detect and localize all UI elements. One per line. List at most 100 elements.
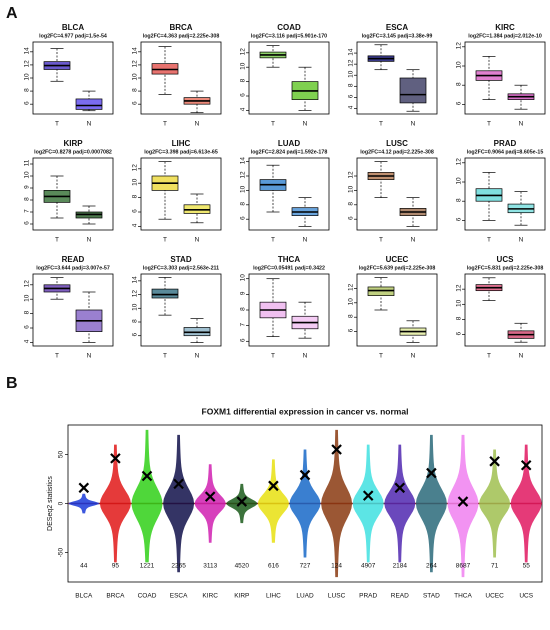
rank-label: 4907 (361, 563, 376, 570)
y-tick-label: 14 (132, 276, 139, 284)
y-tick-label: 12 (456, 158, 463, 166)
y-tick-label: 7 (240, 322, 247, 326)
plot-frame (464, 157, 546, 231)
y-tick-label: 50 (58, 450, 65, 458)
y-tick-label: 12 (456, 42, 463, 50)
x-tick-label: T (379, 121, 383, 128)
y-tick-label: 8 (240, 202, 247, 206)
statistic-marker (141, 470, 153, 482)
x-tick-label: BRCA (106, 593, 125, 600)
y-tick-label: 6 (456, 217, 463, 221)
x-tick-label: T (55, 353, 59, 360)
x-tick-label: T (487, 121, 491, 128)
violin (257, 459, 289, 543)
x-tick-label: PRAD (359, 593, 377, 600)
y-tick-label: 10 (456, 61, 463, 69)
panel-subtitle: log2FC=0.05491 padj=0.3422 (253, 265, 325, 271)
rank-label: 616 (268, 563, 279, 570)
y-tick-label: 10 (24, 171, 31, 179)
statistic-marker (489, 456, 500, 467)
x-tick-label: UCEC (485, 593, 504, 600)
x-tick-label: N (411, 121, 416, 128)
y-tick-label: 14 (24, 47, 31, 55)
y-tick-label: 8 (24, 310, 31, 314)
y-tick-label: 10 (24, 73, 31, 81)
y-tick-label: 12 (132, 290, 139, 298)
y-tick-label: 7 (24, 209, 31, 213)
rank-label: 55 (523, 563, 531, 570)
statistic-marker (78, 482, 90, 494)
y-tick-label: 6 (24, 221, 31, 225)
statistic-marker (457, 496, 469, 507)
violin (289, 449, 321, 558)
x-tick-label: ESCA (170, 593, 188, 600)
rank-label: 95 (112, 563, 120, 570)
panel-subtitle: log2FC=5.639 padj=2.225e-308 (359, 265, 436, 271)
y-tick-label: 10 (240, 274, 247, 282)
y-tick-label: 14 (240, 157, 247, 165)
plot-frame (356, 273, 438, 347)
y-tick-label: 12 (24, 280, 31, 288)
rank-label: 44 (80, 563, 88, 570)
y-tick-label: 8 (348, 314, 355, 318)
y-tick-label: 8 (24, 197, 31, 201)
y-tick-label: 8 (456, 82, 463, 86)
panel-subtitle: log2FC=3.644 padj=3.007e-57 (36, 265, 110, 271)
y-tick-label: 10 (132, 73, 139, 81)
statistic-marker (204, 491, 216, 502)
plot-frame (140, 273, 222, 347)
y-tick-label: 14 (348, 48, 355, 56)
statistic-marker (110, 453, 121, 464)
y-tick-label: 9 (240, 291, 247, 295)
x-tick-label: N (303, 237, 308, 244)
x-tick-label: BLCA (75, 593, 93, 600)
y-tick-label: 6 (132, 333, 139, 337)
y-tick-label: 10 (24, 294, 31, 302)
y-tick-label: 8 (456, 198, 463, 202)
y-tick-label: 8 (456, 316, 463, 320)
statistic-marker (236, 496, 248, 507)
x-tick-label: READ (391, 593, 409, 600)
x-tick-label: KIRC (202, 593, 218, 600)
x-tick-label: T (163, 353, 167, 360)
box (75, 98, 103, 110)
x-tick-label: N (519, 353, 524, 360)
box (399, 77, 427, 104)
x-tick-label: N (195, 353, 200, 360)
panel-subtitle: log2FC=0.9064 padj=8.605e-15 (467, 149, 544, 155)
violin (194, 464, 226, 543)
panel-label: B (6, 375, 18, 392)
plot-frame (140, 157, 222, 231)
panel-subtitle: log2FC=4.12 padj=2.225e-308 (360, 149, 434, 155)
y-tick-label: 12 (132, 164, 139, 172)
y-tick-label: 8 (24, 88, 31, 92)
plot-frame (356, 157, 438, 231)
x-tick-label: T (487, 237, 491, 244)
statistic-marker (331, 444, 342, 455)
plot-frame (464, 41, 546, 115)
violin (415, 434, 447, 573)
violin (131, 429, 163, 563)
x-tick-label: N (411, 237, 416, 244)
rank-label: 2265 (171, 563, 186, 570)
panel-subtitle: log2FC=0.8278 padj=0.0007082 (34, 149, 112, 155)
panel-title: ESCA (386, 23, 408, 32)
panel-subtitle: log2FC=3.398 padj=6.613e-65 (144, 149, 218, 155)
violin (226, 483, 258, 524)
x-tick-label: T (271, 121, 275, 128)
violin (479, 449, 511, 558)
panel-title: KIRP (63, 139, 83, 148)
y-tick-label: 6 (132, 101, 139, 105)
y-tick-label: 4 (348, 105, 355, 109)
panel-title: READ (62, 255, 85, 264)
panel-title: THCA (278, 255, 300, 264)
y-tick-label: 8 (132, 319, 139, 323)
statistic-marker (268, 480, 279, 492)
y-axis-label: DESeq2 statistics (47, 476, 54, 531)
y-tick-label: 4 (24, 339, 31, 343)
statistic-marker (426, 467, 437, 479)
y-tick-label: 10 (348, 70, 355, 78)
y-tick-label: 0 (58, 501, 65, 505)
violin (447, 434, 479, 578)
plot-frame (248, 41, 330, 115)
